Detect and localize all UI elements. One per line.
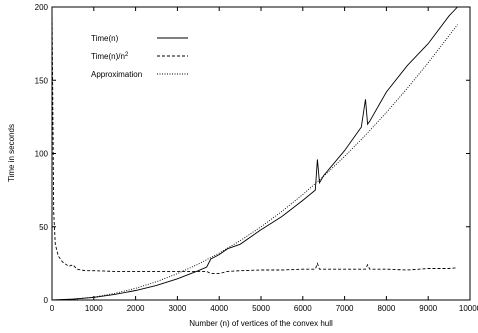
y-tick-label: 150 [35,76,49,85]
y-axis-ticks: 0 50 100 150 200 [35,3,470,305]
legend: Time(n) Time(n)/n2 Approximation [91,34,188,79]
legend-label-text: Approximation [91,70,142,79]
x-tick-label: 5000 [252,304,270,313]
legend-label-0: Time(n) [91,34,119,43]
legend-label-1: Time(n)/n2 [91,52,129,61]
legend-label-superscript: 2 [125,52,129,58]
y-tick-label: 100 [35,150,49,159]
plot-frame [51,6,471,301]
y-tick-label: 200 [35,3,49,12]
x-tick-label: 8000 [378,304,396,313]
x-tick-label: 3000 [169,304,187,313]
legend-label-2: Approximation [91,70,142,79]
series-line-2 [52,24,458,300]
series-lines [52,7,458,300]
x-tick-label: 9000 [419,304,437,313]
x-tick-label: 1000 [85,304,103,313]
x-tick-label: 4000 [210,304,228,313]
x-tick-label: 2000 [127,304,145,313]
x-tick-label: 6000 [294,304,312,313]
series-line-0 [52,7,458,300]
y-tick-label: 0 [44,296,49,305]
x-axis-label: Number (n) of vertices of the convex hul… [189,319,333,328]
x-axis-ticks: 0 1000 2000 3000 4000 5000 6000 7000 8000 9000 100… [50,7,478,313]
series-line-1 [52,7,458,275]
x-tick-label: 7000 [336,304,354,313]
x-tick-label: 0 [50,304,55,313]
legend-label-text: Time(n)/n [91,52,125,61]
legend-label-text: Time(n) [91,34,119,43]
y-axis-label: Time in seconds [7,124,16,182]
y-tick-label: 50 [39,223,48,232]
